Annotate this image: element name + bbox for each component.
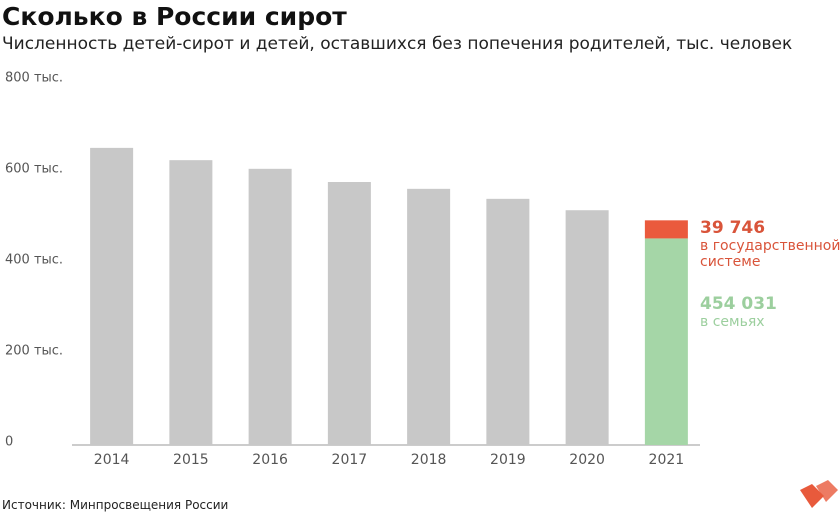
- bar: [407, 188, 451, 445]
- x-tick-label: 2014: [94, 452, 130, 468]
- bar: [644, 238, 688, 445]
- y-tick-label: 0: [5, 435, 13, 450]
- y-tick-label: 800 тыс.: [5, 71, 63, 86]
- logo: [800, 480, 838, 508]
- x-tick-label: 2019: [490, 452, 526, 468]
- y-tick-label: 200 тыс.: [5, 344, 63, 359]
- x-tick-label: 2020: [569, 452, 605, 468]
- bar: [644, 220, 688, 239]
- x-tick-label: 2021: [649, 452, 685, 468]
- bar: [90, 147, 134, 445]
- bar: [248, 168, 292, 445]
- x-tick-label: 2016: [252, 452, 288, 468]
- x-tick-label: 2015: [173, 452, 209, 468]
- source: Источник: Минпросвещения России: [2, 498, 229, 512]
- bar: [486, 198, 530, 445]
- value-label: 454 031: [700, 294, 777, 314]
- legend-label: в государственной системе: [700, 238, 840, 270]
- chart-subtitle: Численность детей-сирот и детей, оставши…: [2, 34, 793, 54]
- y-tick-label: 600 тыс.: [5, 162, 63, 177]
- legend-label: в семьях: [700, 314, 765, 330]
- label-group: 454 031 в семьях: [700, 294, 820, 330]
- x-tick-label: 2018: [411, 452, 447, 468]
- bar: [327, 182, 371, 445]
- label-group: 39 746 в государственной системе: [700, 218, 840, 270]
- bar: [565, 210, 609, 445]
- x-tick-label: 2017: [332, 452, 368, 468]
- bar: [169, 160, 213, 446]
- chart-title: Сколько в России сирот: [2, 2, 347, 31]
- y-tick-label: 400 тыс.: [5, 253, 63, 268]
- value-label: 39 746: [700, 218, 766, 238]
